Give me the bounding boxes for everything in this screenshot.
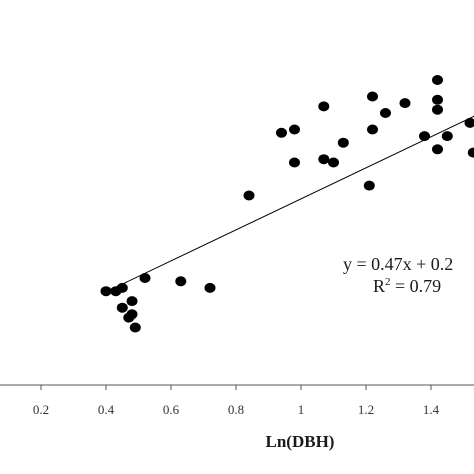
data-point [441,131,453,142]
r-squared-label: R2 = 0.79 [373,276,441,296]
data-point [289,124,300,135]
x-tick-label: 1.4 [423,402,440,417]
x-tick-label: 0.6 [163,402,180,417]
data-point [116,282,128,293]
trendline [105,115,474,293]
x-tick-label: 1.2 [358,402,374,417]
x-tick-label: 0.8 [228,402,244,417]
data-point [467,147,474,158]
data-point [432,75,443,85]
data-points-layer [100,75,474,333]
data-point [126,309,138,320]
data-point [129,322,141,333]
data-point [243,190,255,201]
data-point [318,154,330,165]
data-point [289,157,300,168]
data-point [126,296,138,307]
x-ticks-layer: 0.2 0.4 0.6 0.8 1 1.2 1.4 [33,385,440,417]
data-point [464,117,474,128]
x-tick-label: 0.4 [98,402,115,417]
regression-equation: y = 0.47x + 0.2 [343,254,453,274]
data-point [432,144,443,155]
data-point [419,131,430,142]
data-point [367,91,378,102]
x-tick-label: 0.2 [33,402,49,417]
data-point [432,104,443,115]
data-point [367,124,378,135]
data-point [432,94,443,105]
data-point [100,286,112,297]
data-point [139,273,151,283]
data-point [399,98,411,109]
data-point [175,276,187,287]
r-squared-prefix: R [373,276,385,296]
data-point [337,137,349,148]
data-point [363,180,375,191]
data-point [380,108,391,118]
data-point [328,157,339,168]
data-point [116,302,128,313]
data-point [204,282,216,293]
trendline-layer [105,115,474,293]
r-squared-value: = 0.79 [391,276,442,296]
x-axis-title: Ln(DBH) [266,432,335,451]
data-point [318,101,330,112]
data-point [276,127,287,138]
x-tick-label: 1 [298,402,305,417]
r-squared-superscript: 2 [385,276,391,288]
